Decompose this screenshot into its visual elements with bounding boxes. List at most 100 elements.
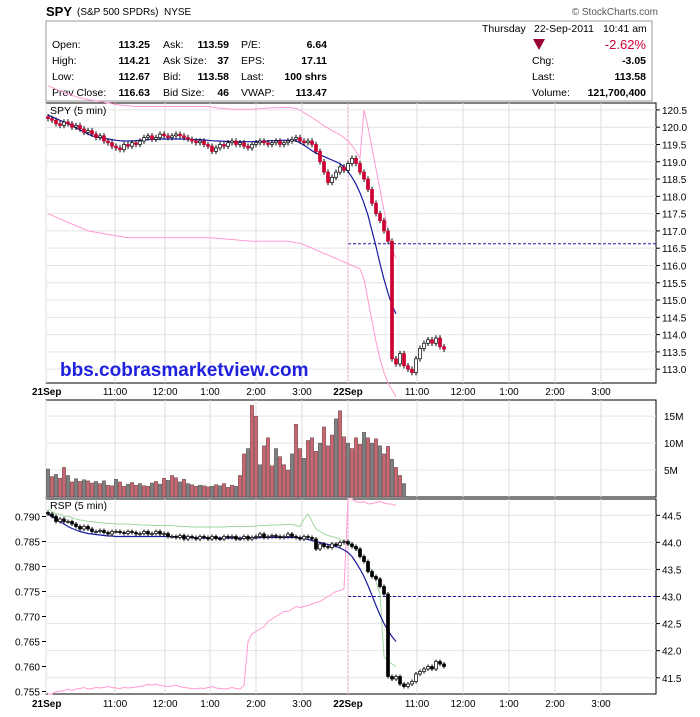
rsp-candle [390,676,394,680]
volume-bar [218,485,222,498]
price-candle [82,128,86,133]
x-tick-label: 11:00 [405,387,430,398]
rsp-candle [434,661,438,670]
y-tick-label: 15M [664,412,683,423]
price-candle [230,140,234,144]
rsp-candle [122,532,126,534]
price-candle [234,140,238,145]
volume-bar [382,453,386,498]
price-candle [158,133,162,138]
volume-bar [386,446,390,498]
volume-bar [66,475,70,498]
price-candle [302,140,306,144]
price-candle [290,138,294,142]
lower-band-line [48,498,397,695]
rsp-candle [306,536,310,538]
volume-bar [394,467,398,498]
quote-day: Thursday [482,23,527,35]
rsp-candle [394,676,398,680]
quote-label: Volume: [532,87,570,99]
rsp-candle [398,676,402,685]
rsp-candle [150,533,154,535]
volume-bar [270,465,274,498]
rsp-candle [278,536,282,538]
volume-bar [130,482,134,498]
y-tick-label: 119.5 [662,140,687,151]
volume-bar [90,482,94,498]
price-candle [418,348,422,360]
volume-bar [350,448,354,498]
price-candle [222,144,226,147]
y-tick-label: 118.5 [662,175,687,186]
rsp-candle [402,683,406,687]
pct-change: -2.62% [605,37,647,52]
rsp-candle [414,673,418,682]
rsp-candle [118,531,122,533]
rsp-candle [130,531,134,533]
x-tick-label: 11:00 [103,387,128,398]
volume-bar [254,415,258,498]
y-tick-label: 117.5 [662,210,687,221]
volume-bar [106,484,110,498]
volume-bar [346,442,350,498]
volume-bar [94,481,98,498]
volume-bar [154,481,158,498]
quote-value: 121,700,400 [588,87,647,99]
y-tick-label: 113.0 [662,365,687,376]
y-tick-label: 0.790 [15,513,40,524]
rsp-candle [222,536,226,540]
rsp-candle [374,576,378,580]
x-tick-label: 11:00 [405,699,430,710]
y-tick-label: 120.5 [662,106,687,117]
volume-bar [398,475,402,498]
x-axis-bottom: 21Sep 11:00 12:00 1:00 2:00 3:00 22Sep 11:00 12:… [32,699,611,710]
price-candle [370,189,374,204]
watermark: bbs.cobrasmarketview.com [60,360,309,381]
price-candle [434,337,438,344]
rsp-candle [342,541,346,543]
x-axis-top: 21Sep 11:00 12:00 1:00 2:00 3:00 22Sep 11:00 12:… [32,387,611,398]
price-candle [210,145,214,152]
volume-bar [150,482,154,498]
price-candle [150,135,154,140]
quote-value: 112.67 [118,71,150,83]
volume-bar [314,450,318,498]
price-candle [406,365,410,370]
quote-label: Last: [241,71,264,83]
volume-bar [294,424,298,498]
rsp-candle [186,536,190,540]
price-candle [282,142,286,145]
volume-bar [238,475,242,498]
rsp-candle [262,533,266,538]
rsp-candle [194,537,198,540]
volume-bar [258,464,262,498]
volume-bar [338,410,342,498]
price-candle [422,342,426,349]
price-candle [54,119,58,125]
rsp-candle [386,593,390,677]
volume-bar [274,448,278,498]
volume-bar [262,445,266,498]
rsp-candle [442,663,446,667]
y-tick-label: 10M [664,439,683,450]
volume-bar [110,485,114,498]
x-tick-label: 21Sep [32,699,61,710]
rsp-candle [54,516,58,522]
volume-bar [206,486,210,498]
volume-bar [306,440,310,498]
x-tick-label: 3:00 [591,699,611,710]
quote-value: 113.25 [118,39,150,51]
quote-value: 100 shrs [284,71,327,83]
rsp-candle [274,535,278,537]
quote-label: P/E: [241,39,261,51]
price-candle [366,178,370,190]
rsp-candle [266,536,270,538]
rsp-candle [282,536,286,538]
volume-bar [170,475,174,498]
rsp-candle [94,531,98,533]
y2-tick-label: 44.5 [662,511,682,522]
rsp-candle [90,528,94,532]
price-candle [402,353,406,367]
x-tick-label: 3:00 [292,699,312,710]
y-tick-label: 117.0 [662,227,687,238]
